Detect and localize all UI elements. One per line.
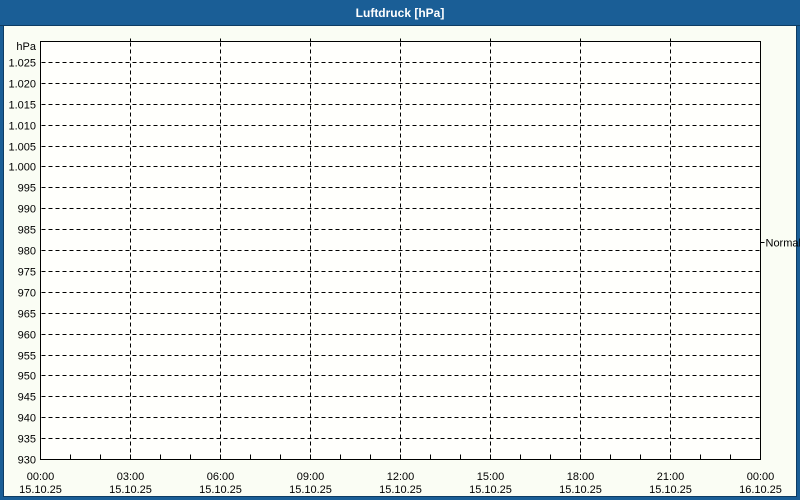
y-axis-tick-label: 935 [18, 434, 36, 446]
x-axis-time-label: 21:00 [657, 471, 685, 483]
x-axis-date-label: 15.10.25 [289, 484, 332, 496]
x-axis-date-label: 15.10.25 [649, 484, 692, 496]
y-axis-unit-label: hPa [16, 41, 36, 53]
y-axis-tick-label: 960 [18, 330, 36, 342]
y-axis-tick-label: 1.020 [8, 79, 36, 91]
y-axis-tick-label: 1.010 [8, 121, 36, 133]
x-axis-date-label: 15.10.25 [379, 484, 422, 496]
x-axis-time-label: 09:00 [297, 471, 325, 483]
y-axis-tick-label: 975 [18, 267, 36, 279]
y-axis-tick-label: 995 [18, 183, 36, 195]
y-axis-tick-label: 940 [18, 413, 36, 425]
y-axis-tick-label: 1.025 [8, 58, 36, 70]
y-axis-tick-label: 955 [18, 351, 36, 363]
x-axis-date-label: 15.10.25 [19, 484, 62, 496]
y-axis-tick-label: 950 [18, 371, 36, 383]
x-axis-time-label: 03:00 [117, 471, 145, 483]
y-axis-tick-label: 1.005 [8, 142, 36, 154]
x-axis-date-label: 15.10.25 [109, 484, 152, 496]
y-axis-tick-label: 1.015 [8, 100, 36, 112]
y-axis-tick-label: 930 [18, 455, 36, 467]
x-axis-date-label: 15.10.25 [559, 484, 602, 496]
x-axis-date-label: 15.10.25 [199, 484, 242, 496]
y-axis-tick-label: 990 [18, 204, 36, 216]
x-axis-time-label: 15:00 [477, 471, 505, 483]
x-axis-time-label: 18:00 [567, 471, 595, 483]
x-axis-date-label: 16.10.25 [739, 484, 782, 496]
x-axis-time-label: 12:00 [387, 471, 415, 483]
chart-title: Luftdruck [hPa] [355, 5, 445, 20]
y-axis-tick-label: 970 [18, 288, 36, 300]
x-axis-time-label: 00:00 [747, 471, 775, 483]
x-axis-date-label: 15.10.25 [469, 484, 512, 496]
y-axis-tick-label: 945 [18, 392, 36, 404]
y-axis-tick-label: 1.000 [8, 162, 36, 174]
x-axis-time-label: 06:00 [207, 471, 235, 483]
y-axis-tick-label: 965 [18, 309, 36, 321]
y-axis-tick-label: 985 [18, 225, 36, 237]
normal-marker-label: Normal [766, 238, 800, 250]
x-axis-time-label: 00:00 [27, 471, 55, 483]
y-axis-tick-label: 980 [18, 246, 36, 258]
